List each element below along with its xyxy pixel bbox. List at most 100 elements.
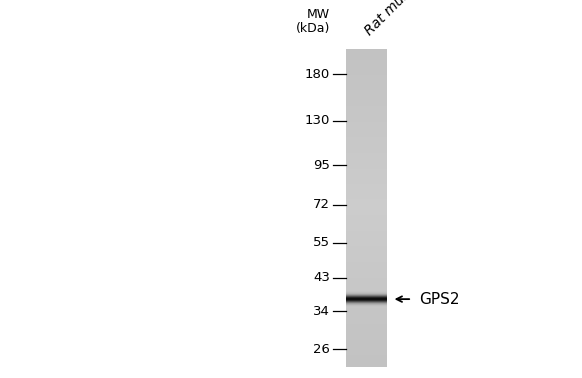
Bar bbox=[346, 343, 387, 344]
Bar bbox=[346, 194, 387, 195]
Bar bbox=[346, 70, 387, 71]
Bar bbox=[346, 68, 387, 69]
Bar bbox=[346, 137, 387, 138]
Bar bbox=[346, 243, 387, 244]
Bar bbox=[346, 54, 387, 56]
Bar bbox=[346, 284, 387, 285]
Bar bbox=[346, 361, 387, 363]
Bar bbox=[346, 187, 387, 188]
Bar bbox=[346, 303, 387, 304]
Bar bbox=[346, 317, 387, 318]
Bar bbox=[346, 220, 387, 221]
Bar bbox=[346, 142, 387, 143]
Bar bbox=[346, 211, 387, 212]
Text: Rat muscle: Rat muscle bbox=[363, 0, 427, 38]
Bar bbox=[346, 204, 387, 205]
Bar bbox=[346, 287, 387, 288]
Text: 43: 43 bbox=[313, 271, 330, 284]
Bar bbox=[346, 344, 387, 345]
Bar bbox=[346, 154, 387, 155]
Bar bbox=[346, 258, 387, 259]
Bar bbox=[346, 81, 387, 82]
Bar bbox=[346, 221, 387, 222]
Bar bbox=[346, 101, 387, 102]
Bar bbox=[346, 93, 387, 94]
Bar bbox=[346, 56, 387, 57]
Bar bbox=[346, 212, 387, 213]
Bar bbox=[346, 82, 387, 83]
Bar bbox=[346, 314, 387, 315]
Bar bbox=[346, 163, 387, 164]
Bar bbox=[346, 168, 387, 169]
Bar bbox=[346, 280, 387, 281]
Bar bbox=[346, 69, 387, 70]
Bar bbox=[346, 198, 387, 200]
Bar bbox=[346, 186, 387, 187]
Bar bbox=[346, 171, 387, 172]
Bar bbox=[346, 310, 387, 311]
Bar bbox=[346, 348, 387, 349]
Bar bbox=[346, 352, 387, 353]
Bar bbox=[346, 102, 387, 103]
Bar bbox=[346, 217, 387, 218]
Bar bbox=[346, 150, 387, 151]
Bar bbox=[346, 157, 387, 158]
Bar bbox=[346, 249, 387, 250]
Bar bbox=[346, 140, 387, 141]
Bar bbox=[346, 335, 387, 336]
Bar bbox=[346, 127, 387, 129]
Bar bbox=[346, 248, 387, 249]
Bar bbox=[346, 257, 387, 258]
Bar bbox=[346, 285, 387, 286]
Text: 34: 34 bbox=[313, 305, 330, 318]
Bar bbox=[346, 327, 387, 328]
Bar bbox=[346, 308, 387, 310]
Bar bbox=[346, 126, 387, 127]
Bar bbox=[346, 337, 387, 338]
Bar bbox=[346, 235, 387, 237]
Bar bbox=[346, 104, 387, 105]
Bar bbox=[346, 105, 387, 106]
Bar bbox=[346, 357, 387, 358]
Bar bbox=[346, 324, 387, 325]
Bar bbox=[346, 122, 387, 123]
Bar bbox=[346, 79, 387, 80]
Bar bbox=[346, 295, 387, 296]
Bar bbox=[346, 110, 387, 112]
Bar bbox=[346, 59, 387, 60]
Bar bbox=[346, 274, 387, 276]
Bar bbox=[346, 76, 387, 77]
Bar bbox=[346, 266, 387, 267]
Bar bbox=[346, 223, 387, 224]
Bar bbox=[346, 57, 387, 59]
Bar bbox=[346, 254, 387, 256]
Bar bbox=[346, 347, 387, 348]
Bar bbox=[346, 100, 387, 101]
Bar bbox=[346, 340, 387, 341]
Bar bbox=[346, 250, 387, 251]
Text: 26: 26 bbox=[313, 343, 330, 356]
Bar bbox=[346, 366, 387, 367]
Bar bbox=[346, 192, 387, 193]
Bar bbox=[346, 53, 387, 54]
Bar bbox=[346, 231, 387, 232]
Bar bbox=[346, 155, 387, 156]
Bar bbox=[346, 131, 387, 132]
Bar bbox=[346, 158, 387, 159]
Bar bbox=[346, 265, 387, 266]
Bar bbox=[346, 170, 387, 171]
Bar bbox=[346, 208, 387, 209]
Bar bbox=[346, 90, 387, 91]
Bar bbox=[346, 125, 387, 126]
Bar bbox=[346, 203, 387, 204]
Bar bbox=[346, 267, 387, 268]
Bar bbox=[346, 66, 387, 67]
Bar bbox=[346, 62, 387, 63]
Bar bbox=[346, 244, 387, 245]
Bar bbox=[346, 190, 387, 191]
Bar bbox=[346, 233, 387, 234]
Bar bbox=[346, 149, 387, 150]
Bar bbox=[346, 240, 387, 241]
Bar bbox=[346, 342, 387, 343]
Bar bbox=[346, 216, 387, 217]
